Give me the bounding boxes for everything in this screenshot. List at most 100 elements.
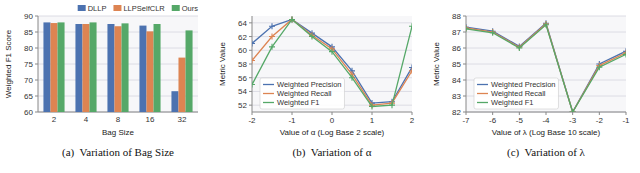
bar [178, 58, 185, 112]
tick-label: 60 [24, 108, 33, 117]
grid-line [252, 36, 412, 37]
tick-label: -7 [462, 116, 470, 125]
x-axis-line [252, 112, 412, 113]
tick-label: 86 [452, 44, 461, 53]
tick-label: 84 [452, 76, 461, 85]
y-axis-line [252, 16, 253, 112]
axis-label: Metric Value [432, 42, 441, 86]
tick-label: 1 [370, 116, 375, 125]
tick-label: 88 [452, 12, 461, 21]
marker [409, 23, 412, 29]
legend-swatch [477, 102, 488, 103]
bar [75, 24, 82, 112]
tick-label: 87 [452, 28, 461, 37]
tick-label: 0 [330, 116, 335, 125]
marker [309, 34, 315, 40]
marker [570, 109, 576, 112]
legend-box [474, 78, 558, 109]
tick-label: 32 [178, 115, 187, 124]
tick-label: 56 [238, 74, 247, 83]
title: (b) Variation of α [293, 146, 372, 159]
marker [269, 23, 275, 29]
legend: DLLPLLPSelfCLROurs [78, 4, 199, 13]
marks [466, 20, 626, 112]
axis-label: Value of α (Log Base 2 scale) [280, 128, 385, 137]
bar [171, 91, 178, 112]
tick-label: 62 [238, 33, 247, 42]
legend-label: Weighted Precision [277, 80, 341, 89]
bar [43, 22, 50, 112]
marker [466, 25, 469, 31]
marker [349, 75, 355, 81]
grid-line [38, 16, 198, 17]
grid-line [252, 64, 412, 65]
marker [269, 44, 275, 50]
tick-label: -1 [288, 116, 296, 125]
panel: 606570758085902481632Weighted F1 ScoreBa… [4, 4, 198, 159]
plot-area [38, 16, 198, 112]
legend-swatch [263, 84, 274, 85]
tick-label: -6 [489, 116, 497, 125]
bar [50, 23, 57, 112]
axis-label: Metric Value [218, 42, 227, 86]
marker [329, 49, 335, 55]
marker [543, 22, 549, 28]
y-axis-line [38, 16, 39, 112]
grid-line [466, 48, 626, 49]
panel: 82838485868788-7-6-5-4-3-2-1Metric Value… [432, 12, 630, 159]
marker [409, 68, 412, 74]
bar [146, 31, 153, 112]
title: (a) Variation of Bag Size [62, 146, 174, 159]
marker [369, 104, 375, 110]
tick-label: 60 [238, 46, 247, 55]
tick-label: -1 [622, 116, 630, 125]
marks [252, 16, 412, 109]
grid-line [466, 112, 626, 113]
legend: Weighted PrecisionWeighted RecallWeighte… [260, 78, 344, 109]
marks [43, 22, 192, 112]
marker [596, 64, 602, 70]
bar [139, 26, 146, 112]
grid-line [466, 16, 626, 17]
bar [107, 24, 114, 112]
axis-label: Value of λ (Log Base 10 scale) [492, 128, 601, 137]
line [466, 25, 626, 112]
tick-label: -4 [542, 116, 550, 125]
tick-label: 8 [116, 115, 121, 124]
legend-swatch [172, 5, 180, 11]
legend: Weighted PrecisionWeighted RecallWeighte… [474, 78, 558, 109]
tick-label: 70 [24, 76, 33, 85]
line [466, 24, 626, 112]
axis-label: Weighted F1 Score [4, 29, 13, 98]
tick-label: 75 [24, 60, 33, 69]
tick-label: 85 [452, 60, 461, 69]
tick-label: 82 [452, 108, 461, 117]
marker [252, 82, 255, 88]
tick-label: 54 [238, 87, 247, 96]
marker [269, 34, 275, 40]
tick-label: 80 [24, 44, 33, 53]
tick-label: 2 [410, 116, 415, 125]
bar [114, 26, 121, 112]
axis-label: Bag Size [102, 128, 135, 137]
tick-label: 85 [24, 28, 33, 37]
marker [623, 51, 626, 57]
legend-swatch [477, 93, 488, 94]
tick-label: 90 [24, 12, 33, 21]
tick-label: 2 [52, 115, 57, 124]
marker [252, 58, 255, 64]
legend-label: Weighted Recall [277, 89, 332, 98]
x-axis-line [466, 112, 626, 113]
marker [289, 16, 295, 22]
marker [466, 26, 469, 32]
legend-box [260, 78, 344, 109]
chart-root: 606570758085902481632Weighted F1 ScoreBa… [0, 0, 640, 173]
tick-label: -2 [596, 116, 604, 125]
title: (c) Variation of λ [507, 146, 585, 159]
tick-label: 65 [24, 92, 33, 101]
legend-swatch [113, 5, 121, 11]
panel: 52545658606264-2-1012Metric ValueValue o… [218, 16, 415, 159]
legend-label: Weighted Precision [491, 80, 555, 89]
legend-label: Ours [182, 4, 199, 13]
plot-area [252, 16, 412, 112]
